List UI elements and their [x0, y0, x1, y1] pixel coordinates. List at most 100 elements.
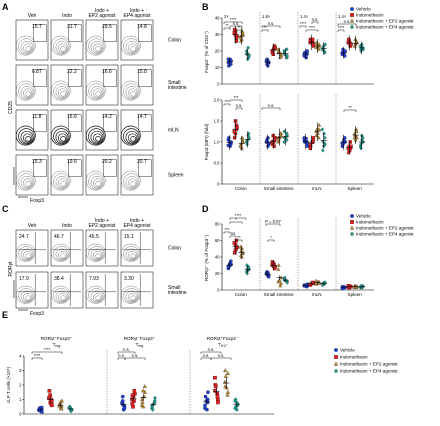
flow-plot-box: [85, 64, 119, 106]
flow-density-contour: [93, 178, 103, 188]
flow-gate-percentage: 20.7: [137, 159, 147, 165]
flow-density-contour: [23, 43, 33, 53]
significance-label: n.s.: [118, 353, 125, 358]
data-point: [272, 45, 276, 50]
data-point: [346, 146, 350, 150]
flow-density-contour: [15, 35, 36, 56]
significance-bracket: [223, 21, 243, 24]
flow-gate-percentage: 16.6: [102, 69, 112, 75]
flow-density-contour: [50, 125, 71, 146]
data-point: [132, 399, 136, 403]
significance-bracket: [229, 235, 237, 238]
flow-density-contour: [50, 35, 71, 56]
legend-marker: [349, 18, 355, 23]
panel-letter-e: E: [2, 310, 8, 320]
flow-gate-percentage: 15.1: [124, 234, 134, 240]
significance-bracket: [311, 21, 319, 24]
flow-gate-percentage: 3.30: [124, 276, 134, 282]
legend-label: Indomethacin + EP4 agonist: [356, 25, 414, 30]
flow-column-header: Veh: [28, 13, 37, 19]
flow-density-contour: [130, 46, 136, 52]
flow-density-contour: [53, 128, 70, 145]
data-point: [246, 45, 250, 50]
flow-row-label: Small: [168, 285, 181, 291]
y-tick-label: 1.5: [214, 119, 220, 124]
group-title: RORγt⁻Foxp3⁺: [124, 336, 156, 341]
legend-marker: [350, 7, 354, 11]
flow-density-contour: [58, 293, 68, 302]
flow-density-contour: [53, 246, 70, 261]
flow-gate-percentage: 20.2: [102, 159, 112, 165]
data-point: [317, 127, 322, 131]
significance-label: n.s.: [344, 19, 351, 24]
significance-bracket: [200, 351, 222, 354]
flow-density-contour: [93, 251, 103, 260]
flow-density-contour: [60, 295, 66, 301]
data-point: [57, 403, 62, 408]
data-point: [323, 142, 327, 147]
data-point: [285, 53, 289, 59]
significance-bracket: [261, 25, 281, 28]
data-point: [142, 394, 147, 399]
tspan: T: [218, 342, 221, 347]
flow-density-contour: [95, 181, 101, 187]
significance-bracket: [229, 217, 247, 220]
significance-bracket: [31, 357, 43, 360]
fold-change-label: 2×: [224, 14, 229, 19]
flow-column-header: Indo +: [95, 8, 109, 14]
flow-density-contour: [53, 83, 70, 100]
data-point: [311, 44, 315, 48]
legend-label: Indomethacin + EP2 agonist: [356, 226, 414, 231]
x-group-label: Spleen: [348, 292, 363, 297]
data-point: [272, 262, 276, 267]
tspan: T: [136, 342, 139, 347]
significance-bracket: [223, 103, 231, 106]
data-point: [314, 45, 319, 50]
flow-density-contour: [23, 178, 33, 188]
y-tick-label: 80: [215, 222, 220, 227]
significance-bracket: [229, 25, 243, 28]
flow-density-contour: [93, 88, 103, 98]
y-tick-label: 1.0: [214, 140, 220, 145]
legend-marker: [350, 24, 354, 30]
data-point: [304, 283, 308, 287]
significance-label: n.s.: [233, 21, 240, 26]
flow-density-contour: [120, 125, 141, 146]
flow-density-contour: [88, 246, 105, 261]
data-point: [265, 57, 269, 61]
data-point: [348, 140, 352, 144]
flow-density-contour: [90, 248, 104, 260]
data-point: [213, 389, 217, 393]
flow-density-contour: [25, 295, 31, 301]
flow-density-contour: [120, 35, 141, 56]
tspan: reg: [138, 344, 143, 348]
legend-marker: [350, 214, 354, 218]
significance-label: n.s.: [203, 353, 210, 358]
legend-e: Vehicle Indomethacin Indomethacin + EP2 ag…: [333, 348, 398, 374]
flow-density-contour: [22, 133, 33, 143]
flow-gate-percentage: 16.6: [67, 114, 77, 120]
flow-gate-percentage: 38.4: [54, 276, 64, 282]
y-tick-label: 0: [217, 288, 220, 293]
legend-label: Indomethacin + EP2 agonist: [340, 362, 398, 367]
flow-density-contour: [85, 80, 106, 101]
flow-row-label: intestine: [168, 85, 187, 91]
data-point: [238, 244, 243, 249]
flow-plot-box: [15, 19, 49, 61]
flow-row-label: mLN: [168, 128, 179, 134]
data-point: [150, 407, 155, 412]
flow-density-contour: [58, 178, 68, 188]
flow-gate: [68, 24, 82, 42]
flow-density-contour: [130, 253, 136, 259]
flow-gate: [103, 24, 117, 42]
flow-density-contour: [123, 38, 140, 55]
x-group-label: Small intestine: [264, 186, 294, 191]
flow-column-header: Indo: [62, 223, 72, 229]
legend-label: Vehicle: [356, 7, 371, 12]
x-group-label: Small intestine: [264, 292, 294, 297]
flow-density-contour: [128, 251, 138, 260]
fold-change-label: 1.8×: [262, 14, 271, 19]
y-tick-label: 30: [215, 32, 220, 37]
